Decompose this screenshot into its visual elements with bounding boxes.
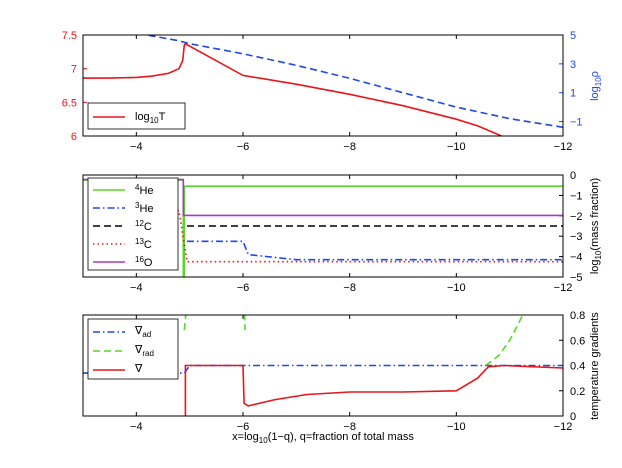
right-tick-label: −5 [570,272,583,284]
x-tick-label: −4 [130,141,143,153]
x-tick-label: −6 [237,282,250,294]
temperature-density-panel: 6 6.5 7 7.5 −1 1 3 5 −4 −6 −8 −10 −12 log10ρ log10T [62,30,603,153]
legend-label-he3: 3He [135,201,154,215]
plot-frame [82,314,564,417]
x-tick-label: −12 [554,141,573,153]
x-tick-label: −6 [237,141,250,153]
log-rho-line [139,35,563,129]
legend-label-nabla-rad: ∇rad [134,344,154,358]
x-tick-label: −10 [447,282,466,294]
right-tick-label: −3 [570,231,583,243]
nabla-rad-line [485,315,524,367]
log-t-line [83,42,504,136]
x-tick-label: −6 [237,421,250,433]
x-axis-label: x=log10(1−q), q=fraction of total mass [232,431,414,445]
plot-frame [82,174,564,278]
x-tick-label: −8 [343,282,356,294]
right-tick-label: 3 [570,59,576,71]
right-tick-label: 0 [570,170,576,182]
right-axis-label: log10ρ [589,71,603,101]
right-tick-label: −4 [570,252,583,264]
legend-box [87,318,179,380]
right-tick-label: 0.8 [570,310,585,322]
legend: 4He 3He 12C 13C 16O [87,177,179,271]
legend-box [87,102,186,130]
legend-label-log-t: log10T [135,111,166,125]
gradient-panel: 0 0.2 0.4 0.6 0.8 −4 −6 −8 −10 −12 temperature gra… [82,310,601,445]
legend-label-c13: 13C [135,237,152,251]
right-axis-label: temperature gradients [589,312,601,420]
right-tick-label: −1 [570,190,583,202]
nabla-line [184,364,563,416]
x-tick-label: −10 [447,141,466,153]
nabla-ad-line [83,364,563,374]
nabla-rad-line [243,315,246,331]
legend-label-he4: 4He [135,183,154,197]
x-tick-label: −10 [447,421,466,433]
right-tick-label: 0.2 [570,386,585,398]
right-tick-label: 5 [570,30,576,42]
x-tick-label: −4 [130,421,143,433]
left-tick-label: 6 [71,131,77,143]
plot-frame [82,34,564,137]
legend-label-o16: 16O [135,255,153,269]
legend: log10T [87,102,186,130]
legend: ∇ad ∇rad ∇ [87,318,179,380]
x-tick-label: −12 [554,421,573,433]
legend-label-c12: 12C [135,219,152,233]
left-tick-label: 7.5 [62,30,77,42]
right-tick-label: 1 [570,88,576,100]
right-tick-label: 0.6 [570,335,585,347]
x-tick-label: −8 [343,421,356,433]
left-tick-label: 7 [71,64,77,76]
x-tick-label: −8 [343,141,356,153]
left-tick-label: 6.5 [62,97,77,109]
x-tick-label: −4 [130,282,143,294]
x-tick-label: −12 [554,282,573,294]
nabla-rad-line [183,315,187,331]
right-tick-label: 0 [570,411,576,423]
legend-label-nabla: ∇ [134,363,143,375]
right-axis-label: log10(mass fraction) [589,178,603,274]
legend-label-nabla-ad: ∇ad [134,325,151,339]
right-tick-label: 0.4 [570,361,585,373]
legend-box [87,177,179,271]
right-tick-label: −2 [570,211,583,223]
he3-line [187,240,563,261]
right-tick-label: −1 [570,117,583,129]
c13-line [168,209,563,263]
